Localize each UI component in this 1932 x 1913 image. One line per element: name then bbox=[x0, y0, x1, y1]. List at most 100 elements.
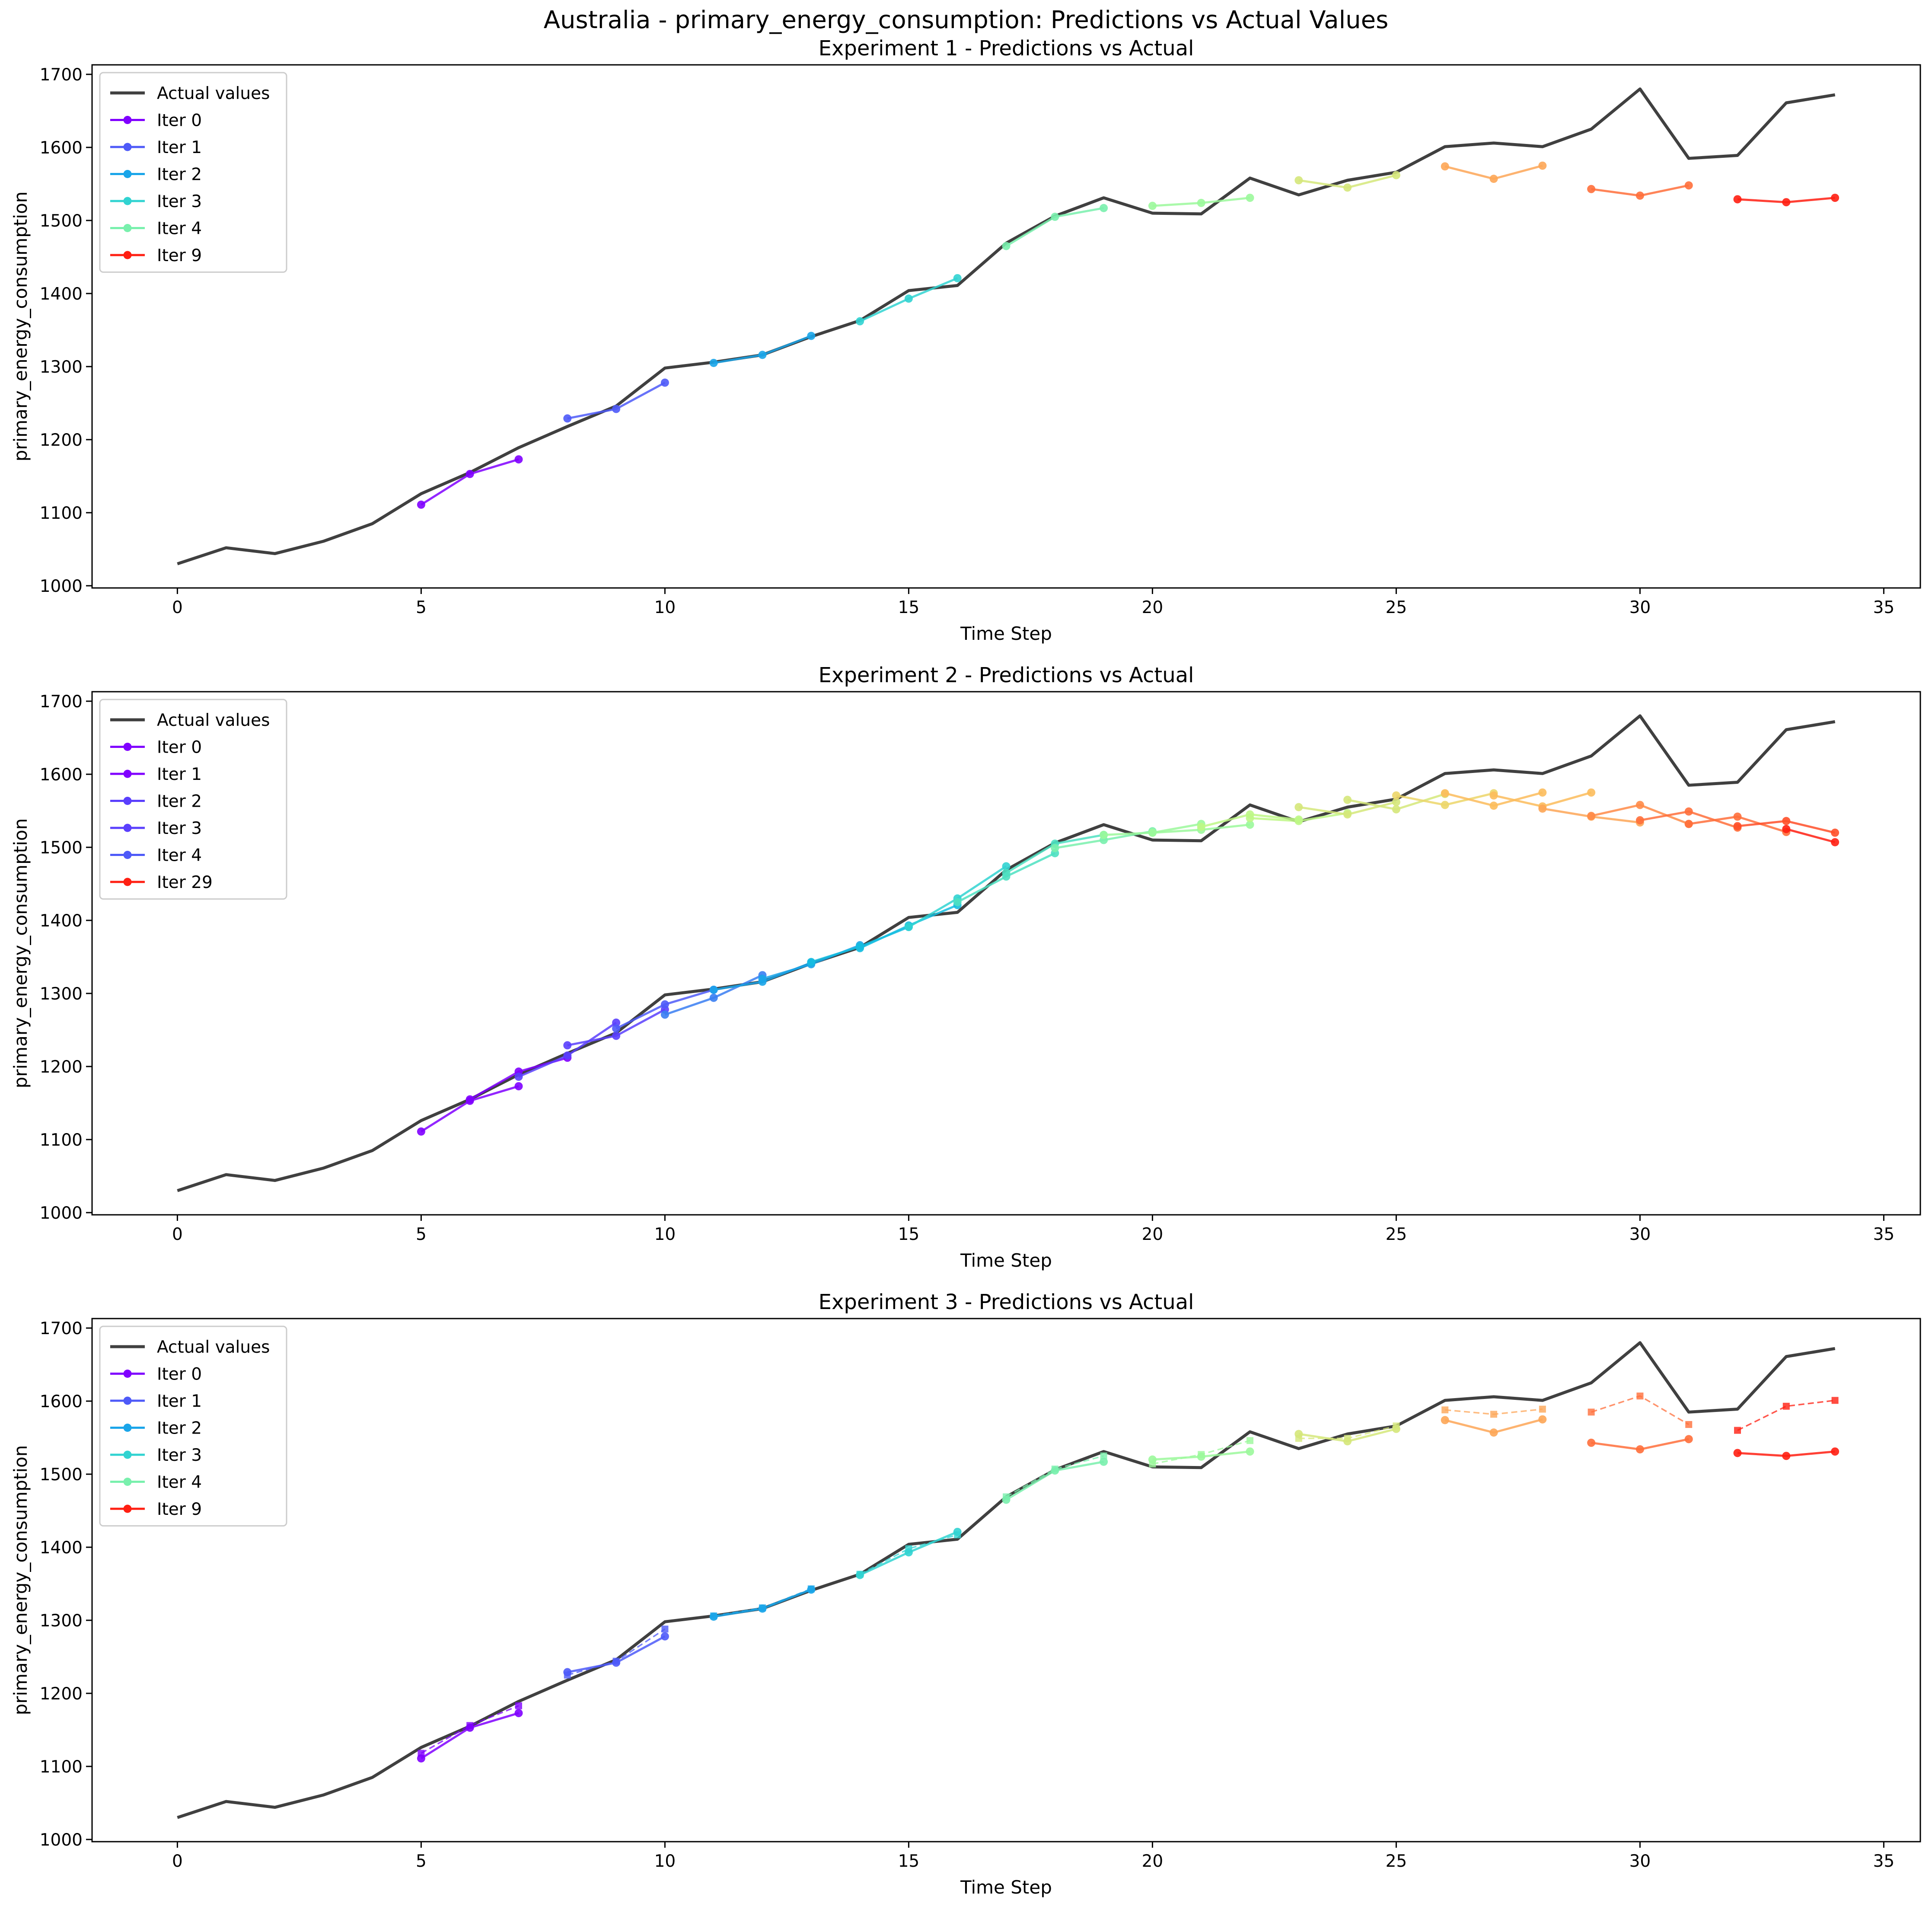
prediction-series bbox=[1587, 181, 1693, 200]
prediction-series bbox=[1587, 1435, 1693, 1453]
prediction-point bbox=[1343, 1437, 1352, 1446]
x-tick-label: 25 bbox=[1386, 1852, 1407, 1871]
prediction-point bbox=[514, 1082, 523, 1091]
y-tick-label: 1000 bbox=[40, 1830, 83, 1850]
prediction-point bbox=[1343, 795, 1352, 804]
legend-label: Iter 3 bbox=[157, 1446, 202, 1465]
prediction-line bbox=[1591, 1395, 1690, 1425]
prediction-point bbox=[1587, 1438, 1596, 1447]
y-tick-label: 1400 bbox=[40, 911, 83, 931]
chart-panel-1: Experiment 1 - Predictions vs Actual 0 5 10… bbox=[10, 36, 1921, 644]
x-tick-label: 20 bbox=[1142, 1852, 1164, 1871]
prediction-series bbox=[1734, 1397, 1839, 1434]
x-tick-label: 25 bbox=[1386, 598, 1407, 617]
x-axis-label: Time Step bbox=[960, 623, 1052, 644]
x-tick-label: 10 bbox=[654, 598, 676, 617]
prediction-series bbox=[1148, 194, 1254, 210]
prediction-point bbox=[1684, 181, 1693, 190]
chart-title: Experiment 1 - Predictions vs Actual bbox=[819, 36, 1194, 61]
prediction-point bbox=[1734, 1427, 1741, 1434]
legend-label: Iter 1 bbox=[157, 138, 202, 157]
prediction-series bbox=[904, 862, 1011, 931]
legend-label: Iter 4 bbox=[157, 846, 202, 865]
legend-label: Iter 4 bbox=[157, 219, 202, 239]
prediction-point bbox=[1636, 801, 1644, 809]
x-tick-label: 0 bbox=[172, 598, 183, 617]
prediction-point bbox=[1636, 1392, 1644, 1400]
legend-swatch-marker bbox=[123, 251, 132, 259]
prediction-series bbox=[709, 332, 816, 367]
prediction-point bbox=[465, 469, 474, 478]
prediction-point bbox=[1685, 1421, 1693, 1428]
y-tick-label: 1600 bbox=[40, 765, 83, 785]
prediction-point bbox=[1831, 1397, 1839, 1404]
x-axis-label: Time Step bbox=[960, 1877, 1052, 1898]
prediction-line bbox=[421, 1085, 519, 1133]
plot-area bbox=[177, 1341, 1840, 1819]
legend-box bbox=[99, 1325, 287, 1527]
prediction-point bbox=[1588, 1408, 1595, 1416]
prediction-series bbox=[563, 1632, 669, 1677]
prediction-point bbox=[612, 1658, 621, 1667]
prediction-point bbox=[1636, 816, 1644, 824]
legend-label: Iter 0 bbox=[157, 1365, 202, 1384]
prediction-point bbox=[807, 332, 816, 340]
prediction-point bbox=[417, 500, 425, 509]
prediction-point bbox=[1051, 1466, 1059, 1475]
x-tick-label: 5 bbox=[416, 1225, 427, 1244]
prediction-point bbox=[1148, 1455, 1157, 1464]
prediction-point bbox=[1197, 198, 1205, 207]
prediction-point bbox=[1782, 825, 1791, 834]
prediction-point bbox=[1246, 1447, 1254, 1456]
y-tick-label: 1100 bbox=[40, 1757, 83, 1777]
prediction-point bbox=[612, 1019, 621, 1027]
y-axis-label: primary_energy_consumption bbox=[10, 818, 31, 1089]
legend-label: Actual values bbox=[157, 711, 270, 730]
x-tick-label: 30 bbox=[1629, 598, 1651, 617]
legend-swatch-marker bbox=[123, 878, 132, 886]
prediction-point bbox=[563, 1051, 572, 1060]
actual-values-line bbox=[177, 87, 1836, 565]
prediction-point bbox=[1489, 175, 1498, 183]
prediction-series bbox=[1002, 1457, 1108, 1504]
prediction-point bbox=[1831, 838, 1840, 846]
chart-title: Experiment 2 - Predictions vs Actual bbox=[819, 663, 1194, 687]
prediction-point bbox=[514, 455, 523, 464]
prediction-point bbox=[1489, 791, 1498, 800]
legend-label: Iter 9 bbox=[157, 1500, 202, 1519]
prediction-point bbox=[709, 1612, 718, 1621]
prediction-series bbox=[417, 1709, 523, 1763]
prediction-point bbox=[758, 351, 767, 359]
prediction-point bbox=[1392, 798, 1400, 806]
plot-frame bbox=[91, 691, 1921, 1216]
y-tick-label: 1300 bbox=[40, 984, 83, 1004]
prediction-point bbox=[904, 294, 913, 303]
prediction-point bbox=[661, 1626, 669, 1633]
y-tick-label: 1200 bbox=[40, 1057, 83, 1077]
x-tick-label: 30 bbox=[1629, 1225, 1651, 1244]
prediction-point bbox=[1197, 823, 1205, 831]
prediction-point bbox=[1100, 1457, 1108, 1466]
prediction-series bbox=[709, 1585, 816, 1621]
prediction-series bbox=[1441, 1415, 1547, 1437]
prediction-point bbox=[1100, 204, 1108, 212]
prediction-point bbox=[660, 1010, 669, 1019]
legend-swatch-marker bbox=[123, 824, 132, 832]
prediction-point bbox=[1441, 789, 1449, 798]
prediction-series bbox=[1294, 1424, 1400, 1446]
prediction-point bbox=[1392, 791, 1400, 800]
prediction-point bbox=[465, 1095, 474, 1104]
x-tick-label: 15 bbox=[898, 598, 920, 617]
x-tick-label: 15 bbox=[898, 1852, 920, 1871]
prediction-point bbox=[1002, 242, 1011, 250]
legend: Actual values Iter 0 Iter 1 Iter 2 Iter 3 Ite… bbox=[99, 1325, 287, 1527]
x-tick-label: 0 bbox=[172, 1225, 183, 1244]
prediction-series bbox=[1733, 194, 1840, 207]
prediction-point bbox=[807, 1585, 816, 1594]
legend: Actual values Iter 0 Iter 1 Iter 2 Iter 3 Ite… bbox=[99, 72, 287, 273]
prediction-point bbox=[1441, 162, 1449, 171]
legend-box bbox=[99, 72, 287, 273]
legend-swatch-marker bbox=[123, 197, 132, 205]
figure-title: Australia - primary_energy_consumption: … bbox=[543, 6, 1389, 34]
